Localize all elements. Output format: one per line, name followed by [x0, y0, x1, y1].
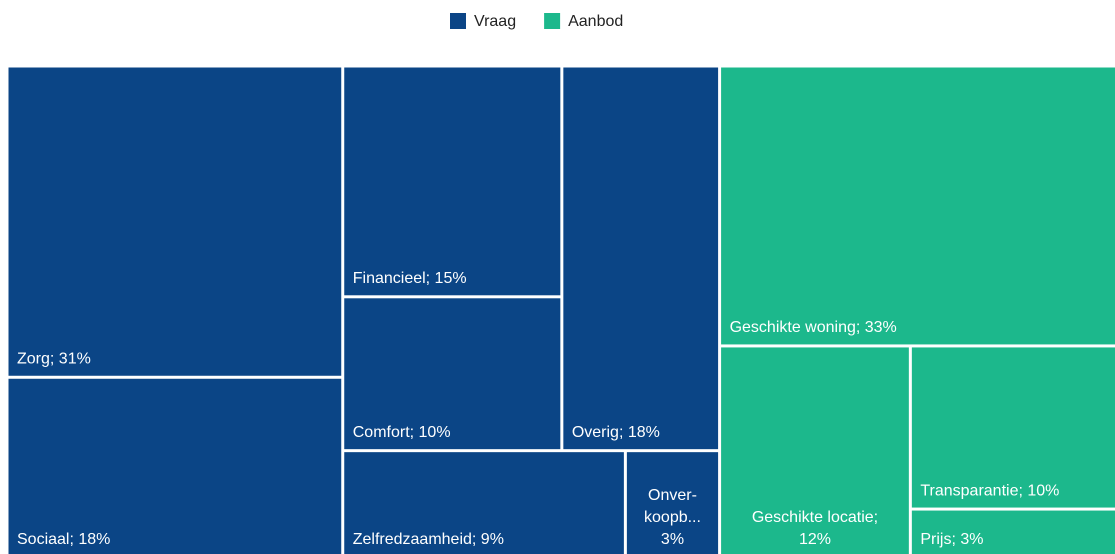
treemap-cell: [911, 510, 1115, 554]
legend-label: Aanbod: [568, 13, 623, 30]
treemap-cell: [344, 452, 624, 554]
legend-label: Vraag: [474, 13, 516, 30]
treemap-cell: [626, 452, 719, 554]
treemap-cell: [8, 378, 342, 554]
treemap-cell: [721, 67, 1115, 345]
cell-label: Overig; 18%: [572, 424, 660, 441]
cell-label: Onver-: [648, 487, 697, 504]
cell-label: Sociaal; 18%: [17, 531, 110, 548]
treemap-cell: [563, 67, 719, 450]
cell-label: Comfort; 10%: [353, 424, 451, 441]
cell-label: Zelfredzaamheid; 9%: [353, 531, 504, 548]
treemap-cell: [344, 67, 561, 296]
treemap-cell: [911, 347, 1115, 508]
treemap-cell: [721, 347, 909, 554]
cell-label: Transparantie; 10%: [920, 482, 1059, 499]
cell-label: 12%: [799, 531, 831, 548]
cell-label: Prijs; 3%: [920, 531, 983, 548]
cell-label: 3%: [661, 531, 684, 548]
cell-label: Geschikte woning; 33%: [730, 319, 897, 336]
treemap-cell: [8, 67, 342, 376]
legend-swatch: [450, 13, 466, 29]
cell-label: Geschikte locatie;: [752, 509, 878, 526]
cell-label: koopb...: [644, 509, 701, 526]
treemap-cell: [344, 298, 561, 450]
cell-label: Zorg; 31%: [17, 350, 91, 367]
legend-swatch: [544, 13, 561, 29]
cell-label: Financieel; 15%: [353, 270, 467, 287]
